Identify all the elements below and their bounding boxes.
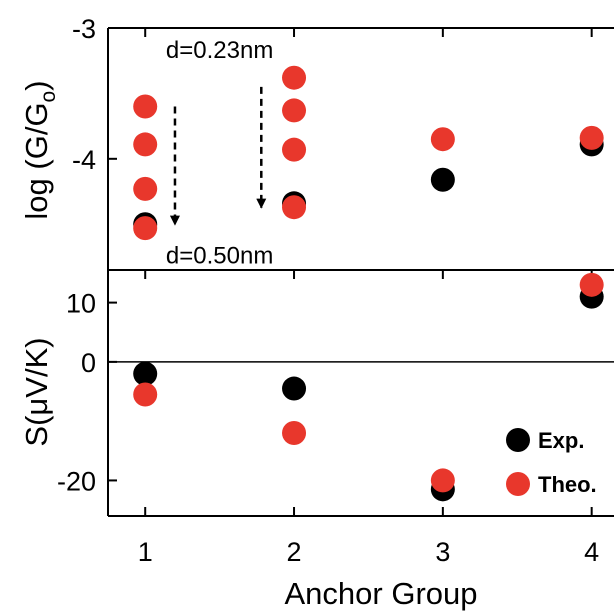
- legend-label-theo: Theo.: [538, 472, 597, 497]
- top-data-point-theo: [133, 176, 158, 201]
- top-y-axis-label-main: log (G/G: [19, 102, 54, 219]
- top-data-point-theo: [133, 94, 158, 119]
- bottom-data-point-exp: [282, 376, 307, 401]
- top-y-axis-label-sub: o: [37, 91, 60, 103]
- top-data-point-exp: [430, 167, 455, 192]
- x-tick-label: 3: [435, 537, 450, 567]
- legend-marker-theo: [506, 472, 530, 496]
- top-y-tick-label: -3: [72, 14, 96, 44]
- top-data-point-theo: [282, 195, 307, 220]
- bottom-data-point-theo: [133, 382, 158, 407]
- top-data-point-theo: [430, 127, 455, 152]
- bottom-y-tick-label: -20: [57, 466, 96, 496]
- top-y-axis-label: log (G/Go): [19, 80, 60, 219]
- annotation-label: d=0.50nm: [166, 242, 273, 269]
- top-data-point-theo: [133, 132, 158, 157]
- top-data-point-theo: [282, 98, 307, 123]
- top-panel: -3 -4 d=0.23nm d=0.50nm: [72, 14, 614, 271]
- bottom-y-axis-label: S(μV/K): [19, 337, 54, 446]
- legend-label-exp: Exp.: [538, 428, 584, 453]
- top-y-axis-label-close: ): [19, 80, 54, 90]
- bottom-panel: 10 0 -20 1 2 3 4: [57, 269, 614, 567]
- x-axis-label: Anchor Group: [285, 576, 478, 611]
- x-tick-label: 1: [138, 537, 153, 567]
- bottom-data-point-exp: [133, 361, 158, 386]
- legend: Exp. Theo.: [506, 428, 597, 497]
- legend-marker-exp: [506, 428, 530, 452]
- x-tick-label: 2: [287, 537, 302, 567]
- bottom-y-tick-label: 0: [81, 348, 96, 378]
- bottom-data-point-theo: [579, 272, 604, 297]
- x-tick-label: 4: [584, 537, 599, 567]
- top-data-point-theo: [133, 216, 158, 241]
- bottom-data-point-theo: [282, 421, 307, 446]
- bottom-y-tick-label: 10: [66, 289, 96, 319]
- top-y-tick-label: -4: [72, 145, 96, 175]
- annotation-label: d=0.23nm: [166, 37, 273, 64]
- top-data-point-theo: [282, 137, 307, 162]
- top-data-point-theo: [282, 65, 307, 90]
- top-data-point-theo: [579, 125, 604, 150]
- bottom-data-point-theo: [430, 468, 455, 493]
